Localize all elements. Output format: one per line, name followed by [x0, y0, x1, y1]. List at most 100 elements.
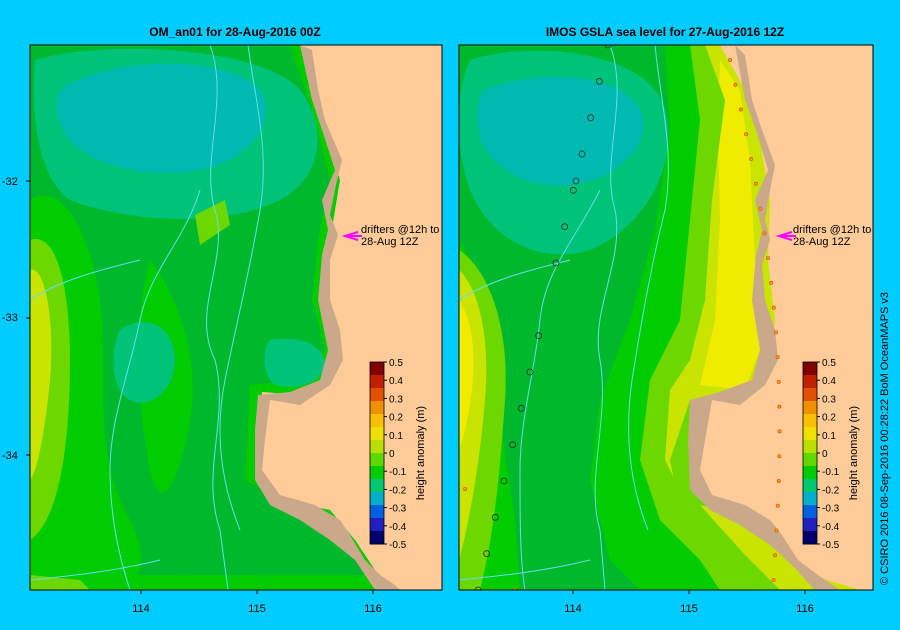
- colorbar-swatch: [370, 518, 384, 532]
- colorbar-tick-label: -0.4: [389, 522, 407, 533]
- colorbar-tick-label: 0.3: [389, 394, 403, 405]
- contour-band: [113, 321, 175, 403]
- observation-point: [738, 107, 743, 112]
- contour-band: [670, 400, 850, 590]
- contour-band: [30, 269, 52, 480]
- y-tick-label: -34: [2, 450, 18, 462]
- colorbar-tick-label: -0.2: [822, 485, 840, 496]
- observation-point: [604, 45, 612, 49]
- colorbar-tick-label: 0.2: [822, 413, 836, 424]
- observation-point: [462, 486, 467, 491]
- bathymetry-contour: [206, 45, 229, 590]
- observation-point: [561, 223, 569, 231]
- colorbar-tick-label: 0.1: [389, 431, 403, 442]
- observation-point: [776, 478, 781, 483]
- colorbar-swatch: [803, 453, 817, 467]
- colorbar-swatch: [803, 492, 817, 506]
- observation-point: [517, 404, 525, 412]
- colorbar-swatch: [370, 453, 384, 467]
- colorbar-swatch: [803, 505, 817, 519]
- y-tick-label: -33: [2, 312, 18, 324]
- colorbar-tick-label: -0.5: [822, 540, 840, 551]
- observation-point: [776, 379, 781, 384]
- panel-observed: IMOS GSLA sea level for 27-Aug-2016 12Z: [458, 25, 874, 615]
- drifter-arrow: [775, 231, 796, 241]
- observation-point: [777, 429, 782, 434]
- observation-point: [491, 513, 499, 521]
- observation-point: [595, 77, 603, 85]
- x-tick-label: 114: [132, 603, 150, 615]
- coastline: [255, 45, 400, 590]
- colorbar-gradient: [803, 362, 817, 545]
- colorbar-tick-label: 0.2: [389, 413, 403, 424]
- colorbar-tick-label: 0: [389, 449, 395, 460]
- bathymetry-contour: [519, 189, 601, 590]
- colorbar-swatch: [370, 401, 384, 415]
- colorbar-tick-label: -0.3: [389, 504, 407, 515]
- colorbar-swatch: [803, 362, 817, 376]
- observation-point: [773, 330, 778, 335]
- colorbar-swatch: [803, 518, 817, 532]
- colorbar-tick-label: -0.5: [389, 540, 407, 551]
- colorbar-tick-label: 0: [822, 449, 828, 460]
- observation-point: [774, 528, 779, 533]
- observation-point: [758, 206, 763, 211]
- panel-title: OM_an01 for 28-Aug-2016 00Z: [149, 25, 320, 39]
- credit-text: © CSIRO 2016 08-Sep-2016 00:28:22 BoM Oc…: [879, 292, 891, 585]
- colorbar-tick-label: 0.1: [822, 431, 836, 442]
- y-tick-label: -32: [2, 176, 18, 188]
- bathymetry-contour: [219, 45, 264, 531]
- colorbar-swatch: [370, 479, 384, 493]
- colorbar-swatch: [803, 440, 817, 454]
- observation-point: [771, 305, 776, 310]
- colorbar-label: height anomaly (m): [415, 406, 427, 500]
- x-tick-label: 116: [796, 603, 814, 615]
- observation-point: [572, 177, 580, 185]
- observation-point: [753, 181, 758, 186]
- colorbar-ticks: 0.5 0.4 0.3 0.2 0.1 0 -0.1 -0.2 -0.3 -0.4 -0.5: [384, 358, 407, 551]
- colorbar: 0.5 0.4 0.3 0.2 0.1 0 -0.1 -0.2 -0.3 -0.4 -0.5 hei…: [369, 358, 427, 551]
- colorbar-swatch: [803, 466, 817, 480]
- observation-point: [552, 259, 560, 267]
- drifter-label-line1: drifters @12h to: [793, 224, 871, 236]
- observation-point: [474, 586, 482, 590]
- colorbar-ticks: 0.5 0.4 0.3 0.2 0.1 0 -0.1 -0.2 -0.3 -0.4 -0.5: [817, 358, 840, 551]
- observation-point: [500, 477, 508, 485]
- map-frame: [458, 44, 874, 591]
- colorbar-swatch: [370, 375, 384, 389]
- observation-track: [462, 45, 782, 590]
- colorbar-tick-label: -0.4: [822, 522, 840, 533]
- bathymetry-contour: [594, 45, 618, 590]
- contour-band: [57, 63, 267, 174]
- x-tick-label: 116: [364, 603, 382, 615]
- bathymetry-contour: [459, 559, 591, 581]
- map-area: [30, 45, 442, 590]
- observation-point: [569, 186, 577, 194]
- bathymetry-contour: [628, 45, 669, 531]
- colorbar-label: height anomaly (m): [848, 406, 860, 500]
- drifter-arrow: [341, 231, 362, 241]
- observation-point: [509, 441, 517, 449]
- panel-model: OM_an01 for 28-Aug-2016 00Z: [2, 25, 443, 615]
- colorbar-swatch: [803, 388, 817, 402]
- colorbar-tick-label: -0.3: [822, 504, 840, 515]
- colorbar-swatch: [370, 388, 384, 402]
- observation-point: [744, 132, 749, 137]
- observation-point: [733, 82, 738, 87]
- observation-point: [535, 332, 543, 340]
- colorbar-tick-label: 0.4: [822, 376, 836, 387]
- colorbar-swatch: [370, 362, 384, 376]
- bathymetry-contour: [30, 559, 161, 581]
- bathymetry-contour: [109, 189, 201, 590]
- colorbar-swatch: [370, 531, 384, 545]
- observation-point: [728, 58, 733, 63]
- contour-band: [195, 200, 230, 245]
- colorbar-swatch: [803, 401, 817, 415]
- colorbar-swatch: [370, 466, 384, 480]
- x-tick-label: 115: [680, 603, 698, 615]
- observation-point: [578, 150, 586, 158]
- colorbar-swatch: [370, 414, 384, 428]
- observation-point: [775, 355, 780, 360]
- bathymetry-contour: [459, 259, 571, 301]
